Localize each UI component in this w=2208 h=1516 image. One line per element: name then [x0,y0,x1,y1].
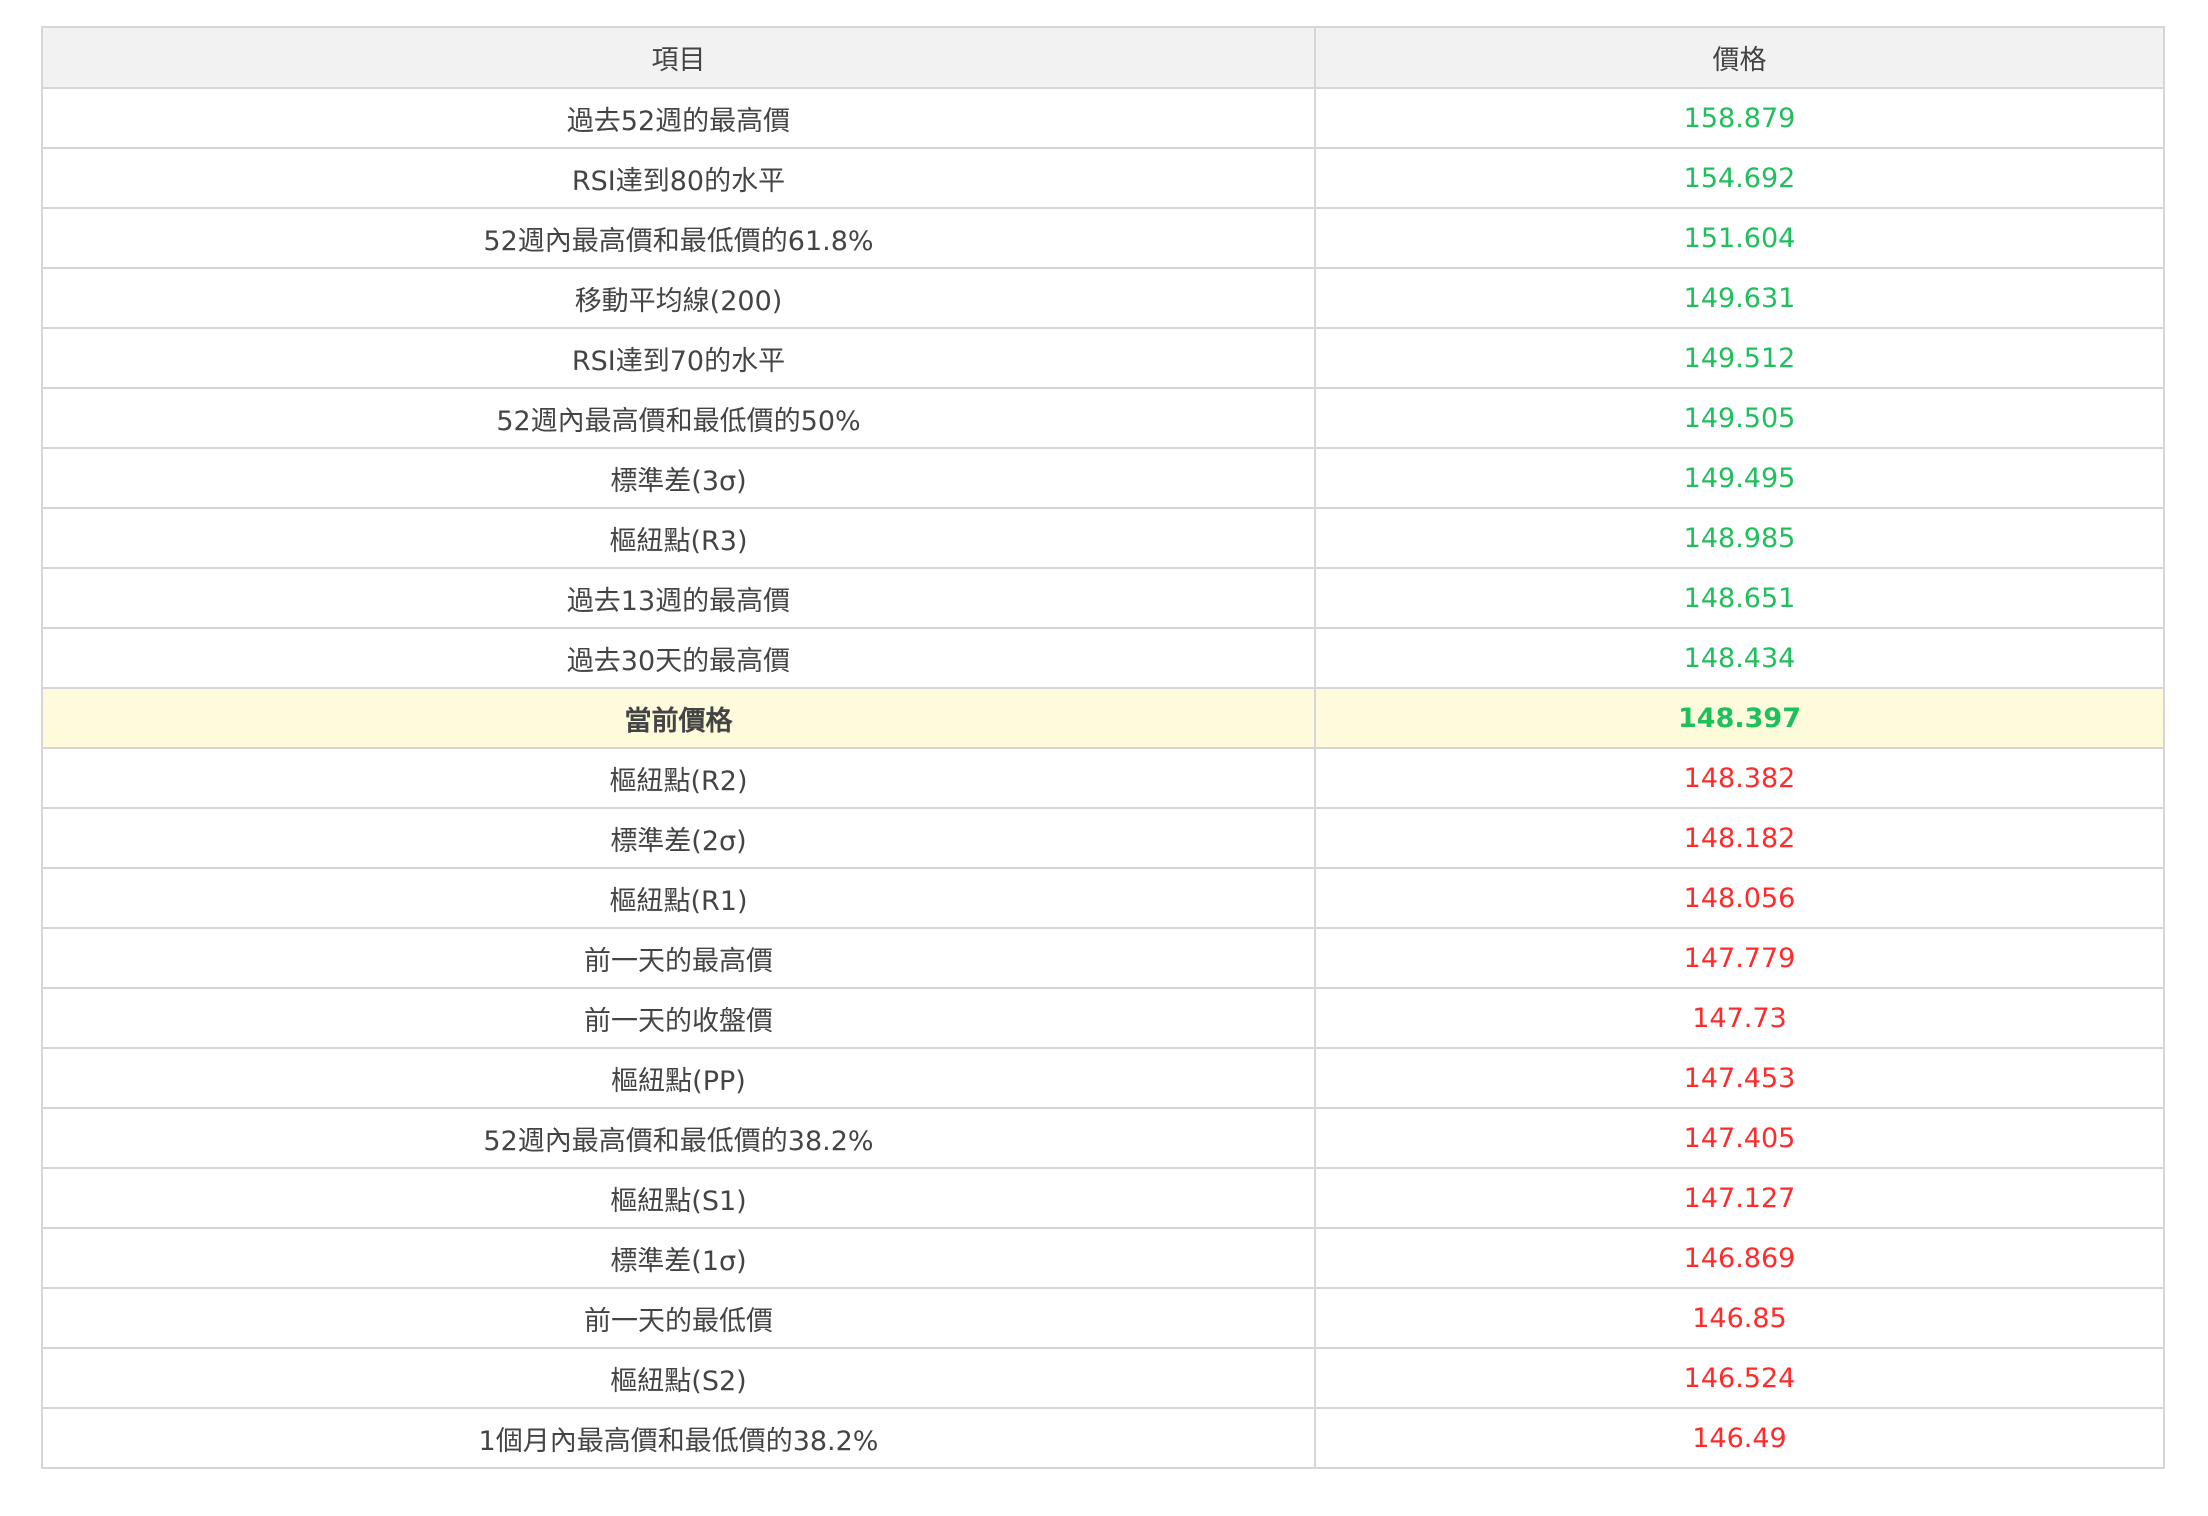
price-cell: 149.512 [1314,327,2165,389]
item-cell: 樞紐點(S1) [41,1167,1316,1229]
table-row: 52週內最高價和最低價的50% 149.505 [41,387,2165,449]
table-row: 1個月內最高價和最低價的38.2% 146.49 [41,1407,2165,1469]
item-cell: 樞紐點(PP) [41,1047,1316,1109]
price-cell: 148.397 [1314,687,2165,749]
table-row: 過去52週的最高價 158.879 [41,87,2165,149]
item-cell: 1個月內最高價和最低價的38.2% [41,1407,1316,1469]
item-cell: 52週內最高價和最低價的50% [41,387,1316,449]
price-levels-table: 項目 價格 過去52週的最高價 158.879 RSI達到80的水平 154.692 5… [41,26,2165,1469]
item-cell: 過去30天的最高價 [41,627,1316,689]
header-item: 項目 [41,26,1316,89]
price-cell: 146.49 [1314,1407,2165,1469]
price-cell: 149.505 [1314,387,2165,449]
table-row: 樞紐點(R1) 148.056 [41,867,2165,929]
table-row: 過去30天的最高價 148.434 [41,627,2165,689]
table-row: 樞紐點(R2) 148.382 [41,747,2165,809]
table-row: 樞紐點(S2) 146.524 [41,1347,2165,1409]
price-cell: 149.495 [1314,447,2165,509]
header-price: 價格 [1314,26,2165,89]
price-cell: 147.405 [1314,1107,2165,1169]
item-cell: 樞紐點(R3) [41,507,1316,569]
price-cell: 151.604 [1314,207,2165,269]
item-cell: RSI達到80的水平 [41,147,1316,209]
table-row: RSI達到70的水平 149.512 [41,327,2165,389]
table-header-row: 項目 價格 [41,26,2165,89]
item-cell: 前一天的最高價 [41,927,1316,989]
item-cell: 52週內最高價和最低價的61.8% [41,207,1316,269]
price-cell: 146.524 [1314,1347,2165,1409]
table-body: 過去52週的最高價 158.879 RSI達到80的水平 154.692 52週內最高價… [41,87,2165,1469]
item-cell: 樞紐點(R1) [41,867,1316,929]
item-cell: 樞紐點(R2) [41,747,1316,809]
table-row: 52週內最高價和最低價的38.2% 147.405 [41,1107,2165,1169]
item-cell: 前一天的收盤價 [41,987,1316,1049]
price-cell: 147.73 [1314,987,2165,1049]
current-price-row: 當前價格 148.397 [41,687,2165,749]
table-row: 標準差(2σ) 148.182 [41,807,2165,869]
price-cell: 147.127 [1314,1167,2165,1229]
item-cell: 前一天的最低價 [41,1287,1316,1349]
table-row: 標準差(1σ) 146.869 [41,1227,2165,1289]
table-row: 標準差(3σ) 149.495 [41,447,2165,509]
item-cell: 當前價格 [41,687,1316,749]
price-cell: 147.453 [1314,1047,2165,1109]
item-cell: 移動平均線(200) [41,267,1316,329]
table-row: 樞紐點(S1) 147.127 [41,1167,2165,1229]
price-cell: 158.879 [1314,87,2165,149]
table-row: 樞紐點(R3) 148.985 [41,507,2165,569]
item-cell: RSI達到70的水平 [41,327,1316,389]
item-cell: 過去13週的最高價 [41,567,1316,629]
table-row: 前一天的收盤價 147.73 [41,987,2165,1049]
item-cell: 過去52週的最高價 [41,87,1316,149]
item-cell: 52週內最高價和最低價的38.2% [41,1107,1316,1169]
item-cell: 樞紐點(S2) [41,1347,1316,1409]
price-cell: 148.985 [1314,507,2165,569]
price-cell: 148.651 [1314,567,2165,629]
price-cell: 148.434 [1314,627,2165,689]
table-row: 過去13週的最高價 148.651 [41,567,2165,629]
price-cell: 146.869 [1314,1227,2165,1289]
price-cell: 154.692 [1314,147,2165,209]
item-cell: 標準差(2σ) [41,807,1316,869]
table-row: 前一天的最高價 147.779 [41,927,2165,989]
item-cell: 標準差(3σ) [41,447,1316,509]
price-cell: 147.779 [1314,927,2165,989]
price-cell: 148.382 [1314,747,2165,809]
price-cell: 149.631 [1314,267,2165,329]
table-row: 52週內最高價和最低價的61.8% 151.604 [41,207,2165,269]
table-row: 移動平均線(200) 149.631 [41,267,2165,329]
table-row: RSI達到80的水平 154.692 [41,147,2165,209]
table-row: 樞紐點(PP) 147.453 [41,1047,2165,1109]
price-cell: 146.85 [1314,1287,2165,1349]
price-cell: 148.182 [1314,807,2165,869]
item-cell: 標準差(1σ) [41,1227,1316,1289]
table-row: 前一天的最低價 146.85 [41,1287,2165,1349]
price-cell: 148.056 [1314,867,2165,929]
